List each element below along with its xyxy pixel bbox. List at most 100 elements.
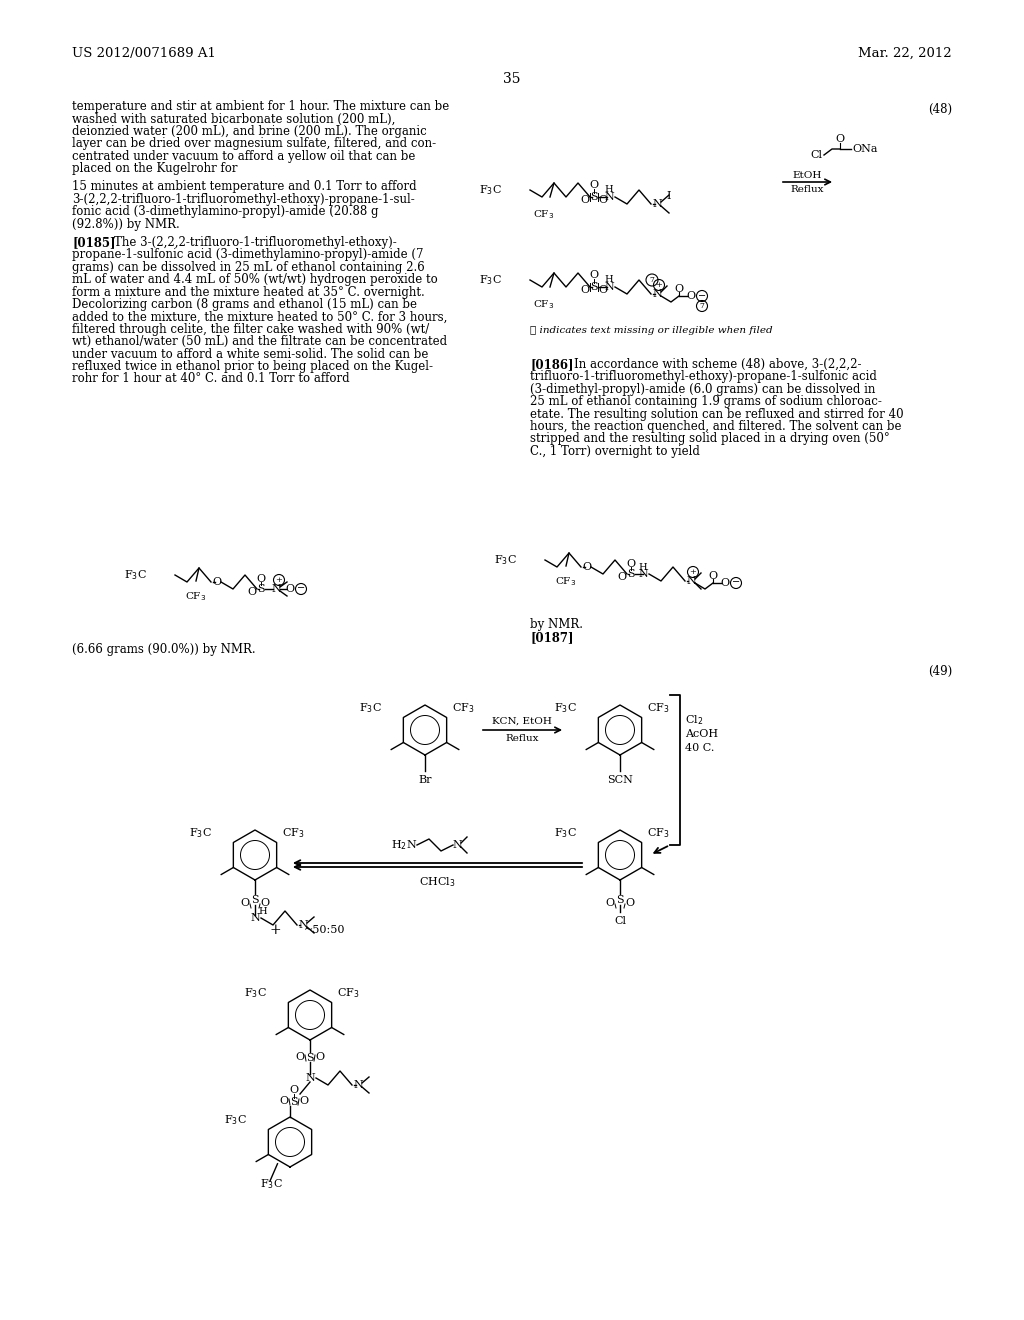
Text: F$_3$C: F$_3$C [494,553,517,566]
Text: added to the mixture, the mixture heated to 50° C. for 3 hours,: added to the mixture, the mixture heated… [72,310,447,323]
Text: 25 mL of ethanol containing 1.9 grams of sodium chloroac-: 25 mL of ethanol containing 1.9 grams of… [530,395,882,408]
Text: deionzied water (200 mL), and brine (200 mL). The organic: deionzied water (200 mL), and brine (200… [72,125,427,137]
Text: CF$_3$: CF$_3$ [452,701,474,715]
Text: N: N [298,920,308,931]
Text: S: S [590,191,598,202]
Text: centrated under vacuum to afford a yellow oil that can be: centrated under vacuum to afford a yello… [72,149,416,162]
Text: O: O [212,577,221,587]
Text: O: O [583,562,592,572]
Text: N: N [271,583,281,594]
Text: S: S [290,1097,298,1107]
Text: form a mixture and the mixture heated at 35° C. overnight.: form a mixture and the mixture heated at… [72,285,425,298]
Text: I: I [666,191,671,201]
Text: H: H [605,186,613,194]
Text: Decolorizing carbon (8 grams and ethanol (15 mL) can be: Decolorizing carbon (8 grams and ethanol… [72,298,417,312]
Text: etate. The resulting solution can be refluxed and stirred for 40: etate. The resulting solution can be ref… [530,408,903,421]
Text: In accordance with scheme (48) above, 3-(2,2,2-: In accordance with scheme (48) above, 3-… [574,358,861,371]
Text: S: S [616,895,624,906]
Text: CF$_3$: CF$_3$ [555,576,577,587]
Text: ONa: ONa [852,144,878,154]
Text: CF$_3$: CF$_3$ [647,701,670,715]
Text: −: − [732,578,740,587]
Text: trifluoro-1-trifluoromethyl-ethoxy)-propane-1-sulfonic acid: trifluoro-1-trifluoromethyl-ethoxy)-prop… [530,371,877,383]
Text: S: S [306,1053,313,1063]
Text: temperature and stir at ambient for 1 hour. The mixture can be: temperature and stir at ambient for 1 ho… [72,100,450,114]
Text: +: + [689,568,696,576]
Text: Cl: Cl [810,150,822,160]
Text: stripped and the resulting solid placed in a drying oven (50°: stripped and the resulting solid placed … [530,433,890,445]
Text: [0185]: [0185] [72,236,116,249]
Text: filtered through celite, the filter cake washed with 90% (wt/: filtered through celite, the filter cake… [72,323,429,335]
Text: O: O [590,180,599,190]
Text: N: N [686,576,696,586]
Text: F$_3$C: F$_3$C [124,568,147,582]
Text: S: S [627,569,635,579]
Text: F$_3$C: F$_3$C [479,273,502,286]
Text: CF$_3$: CF$_3$ [534,298,555,310]
Text: propane-1-sulfonic acid (3-dimethylamino-propyl)-amide (7: propane-1-sulfonic acid (3-dimethylamino… [72,248,424,261]
Text: CF$_3$: CF$_3$ [534,209,555,220]
Text: CF$_3$: CF$_3$ [282,826,304,840]
Text: O: O [598,195,607,205]
Text: O: O [296,1052,304,1063]
Text: O: O [315,1052,325,1063]
Text: Mar. 22, 2012: Mar. 22, 2012 [858,48,952,59]
Text: Br: Br [418,775,432,785]
Text: washed with saturated bicarbonate solution (200 mL),: washed with saturated bicarbonate soluti… [72,112,395,125]
Text: rohr for 1 hour at 40° C. and 0.1 Torr to afford: rohr for 1 hour at 40° C. and 0.1 Torr t… [72,372,349,385]
Text: CF$_3$: CF$_3$ [185,590,207,603]
Text: +: + [269,923,281,937]
Text: O: O [605,898,614,908]
Text: N: N [652,289,662,300]
Text: CF$_3$: CF$_3$ [647,826,670,840]
Text: −: − [698,292,707,301]
Text: H: H [605,276,613,285]
Text: (92.8%)) by NMR.: (92.8%)) by NMR. [72,218,180,231]
Text: F$_3$C: F$_3$C [554,701,577,715]
Text: US 2012/0071689 A1: US 2012/0071689 A1 [72,48,216,59]
Text: O: O [280,1096,289,1106]
Text: H$_2$N: H$_2$N [391,838,417,851]
Text: AcOH: AcOH [685,729,718,739]
Text: 7: 7 [649,276,654,284]
Text: F$_3$C: F$_3$C [244,986,267,1001]
Text: O: O [241,898,250,908]
Text: O: O [709,572,718,581]
Text: O: O [248,587,257,597]
Text: O: O [260,898,269,908]
Text: O: O [836,135,845,144]
Text: O: O [598,285,607,294]
Text: Cl$_2$: Cl$_2$ [685,713,703,727]
Text: grams) can be dissolved in 25 mL of ethanol containing 2.6: grams) can be dissolved in 25 mL of etha… [72,261,425,273]
Text: ~50:50: ~50:50 [304,925,346,935]
Text: layer can be dried over magnesium sulfate, filtered, and con-: layer can be dried over magnesium sulfat… [72,137,436,150]
Text: N: N [453,840,462,850]
Text: F$_3$C: F$_3$C [260,1177,283,1191]
Text: refluxed twice in ethanol prior to being placed on the Kugel-: refluxed twice in ethanol prior to being… [72,360,433,374]
Text: (3-dimethyl-propyl)-amide (6.0 grams) can be dissolved in: (3-dimethyl-propyl)-amide (6.0 grams) ca… [530,383,876,396]
Text: N: N [305,1073,314,1082]
Text: Cl: Cl [614,916,626,927]
Text: [0187]: [0187] [530,631,573,644]
Text: +: + [275,576,283,583]
Text: O: O [299,1096,308,1106]
Text: O: O [256,574,265,583]
Text: S: S [251,895,259,906]
Text: Reflux: Reflux [791,185,823,194]
Text: (49): (49) [928,665,952,678]
Text: −: − [297,585,305,594]
Text: C., 1 Torr) overnight to yield: C., 1 Torr) overnight to yield [530,445,699,458]
Text: O: O [581,285,590,294]
Text: CF$_3$: CF$_3$ [337,986,359,1001]
Text: N: N [250,913,260,923]
Text: N: N [652,199,662,209]
Text: N: N [638,569,648,579]
Text: CHCl$_3$: CHCl$_3$ [419,875,456,888]
Text: ⓘ indicates text missing or illegible when filed: ⓘ indicates text missing or illegible wh… [530,326,773,335]
Text: under vacuum to afford a white semi-solid. The solid can be: under vacuum to afford a white semi-soli… [72,347,428,360]
Text: O: O [627,558,636,569]
Text: placed on the Kugelrohr for: placed on the Kugelrohr for [72,162,238,176]
Text: 3-(2,2,2-trifluoro-1-trifluoromethyl-ethoxy)-propane-1-sul-: 3-(2,2,2-trifluoro-1-trifluoromethyl-eth… [72,193,415,206]
Text: S: S [257,583,265,594]
Text: 40 C.: 40 C. [685,743,715,752]
